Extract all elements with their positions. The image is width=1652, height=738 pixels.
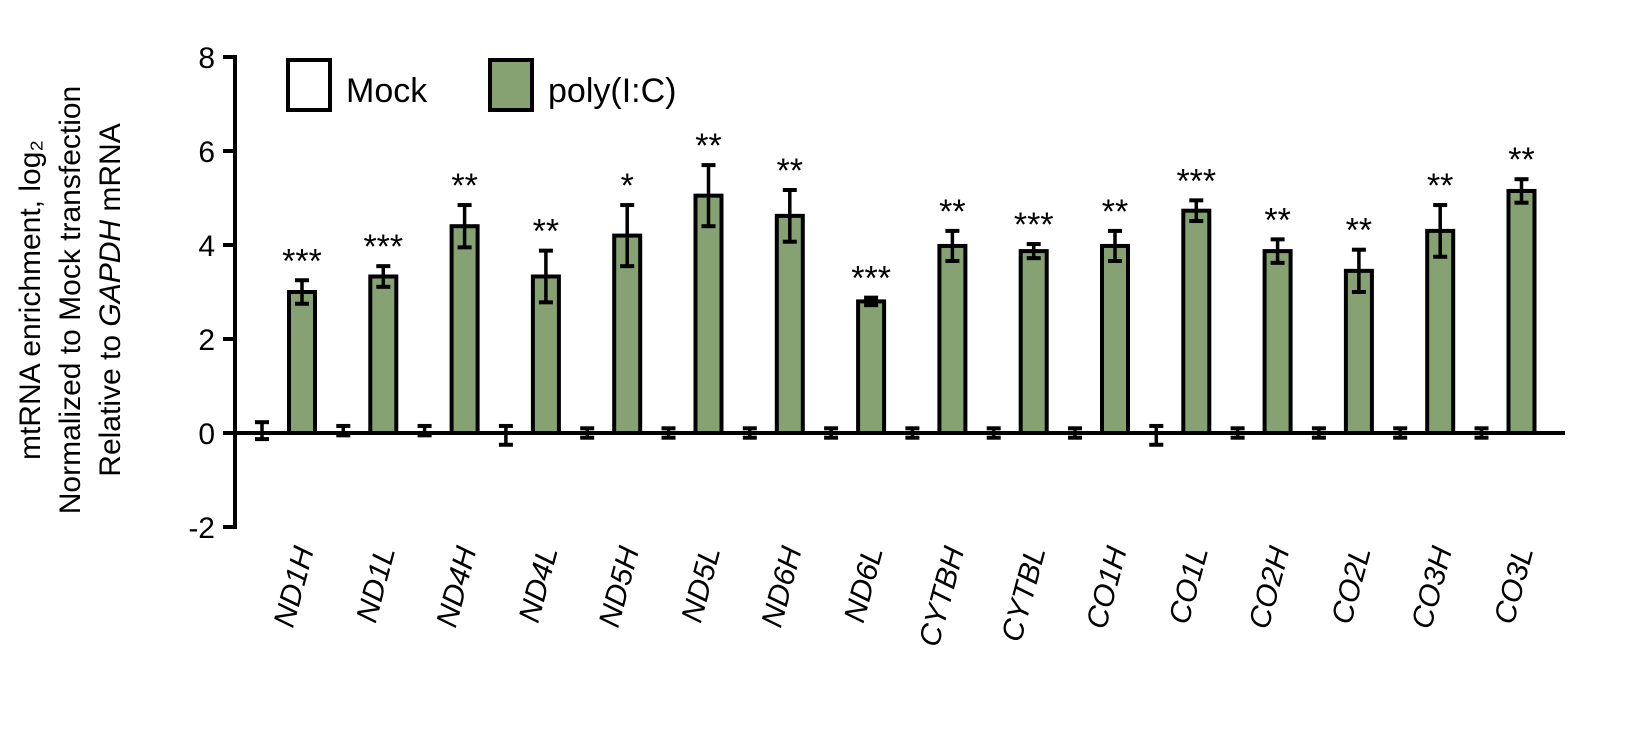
bar-polyic — [368, 274, 399, 435]
bar-polyic — [287, 290, 317, 435]
significance-label: ** — [1102, 193, 1128, 231]
significance-label: ** — [695, 127, 721, 165]
y-axis-title: mtRNA enrichment, log₂ Normalized to Moc… — [14, 86, 127, 515]
y-axis-title-part: Relative to — [94, 327, 127, 477]
bar-polyic — [693, 193, 724, 435]
bars: *** ***************** *** ******* ****** — [255, 127, 1537, 447]
x-axis-labels: ND1H ND1L ND4H ND4L ND5H ND5L ND6H ND6L CYTBH CYT… — [268, 543, 1541, 650]
bar-polyic — [449, 224, 480, 435]
x-tick-label: CO3H — [1406, 543, 1460, 632]
significance-label: ** — [777, 152, 803, 190]
x-tick-label: CO1L — [1163, 543, 1215, 627]
significance-label: * — [621, 167, 634, 205]
y-tick-label: -2 — [188, 512, 215, 545]
x-tick-label: CO2L — [1326, 543, 1378, 627]
y-tick-label: 0 — [198, 418, 215, 451]
x-tick-label: ND1L — [350, 543, 402, 626]
significance-label: *** — [1176, 162, 1216, 200]
bar-polyic — [774, 213, 805, 435]
significance-label: *** — [851, 260, 891, 298]
y-tick-label: 4 — [198, 230, 215, 263]
y-axis-title-line-1: mtRNA enrichment, log₂ — [14, 140, 47, 460]
bar-polyic — [1506, 188, 1537, 435]
axes — [233, 55, 1565, 529]
x-tick-label: CO1H — [1080, 543, 1134, 632]
bar-polyic — [1343, 268, 1374, 435]
x-tick-label: ND5H — [593, 543, 646, 631]
x-tick-label: ND5L — [676, 543, 728, 626]
legend-label-mock: Mock — [346, 72, 428, 110]
bar-polyic — [1425, 228, 1456, 435]
y-axis-title-gene: GAPDH — [94, 220, 127, 327]
y-axis-title-line-3: Relative to GAPDH mRNA — [94, 123, 127, 476]
y-tick-label: 2 — [198, 324, 215, 357]
y-axis-ticks: 8 6 4 2 0 -2 — [188, 42, 235, 545]
legend-label-polyic: poly(I:C) — [548, 72, 676, 110]
y-axis-title-line-2: Normalized to Mock transfection — [54, 86, 87, 515]
y-tick-label: 6 — [198, 136, 215, 169]
bar-polyic — [937, 243, 968, 435]
x-tick-label: ND4H — [430, 543, 483, 631]
y-tick-label: 8 — [198, 42, 215, 75]
x-tick-label: CO2H — [1243, 543, 1297, 632]
significance-label: ** — [1346, 212, 1372, 250]
significance-label: ** — [939, 193, 965, 231]
y-axis-title-part: mRNA — [94, 123, 127, 220]
legend: Mock poly(I:C) — [286, 58, 676, 112]
bar-polyic — [1262, 249, 1293, 435]
x-tick-label: CYTBL — [996, 543, 1053, 645]
x-tick-label: ND6H — [756, 543, 809, 631]
bar-polyic — [1100, 243, 1130, 435]
bar-polyic — [1181, 208, 1212, 435]
significance-label: *** — [1014, 206, 1054, 244]
significance-label: ** — [1264, 201, 1290, 239]
bar-polyic — [1018, 249, 1049, 435]
x-tick-label: ND4L — [513, 543, 565, 626]
legend-swatch-polyic — [488, 58, 534, 112]
legend-swatch-mock — [286, 58, 332, 112]
significance-label: ** — [1427, 167, 1453, 205]
significance-label: ** — [533, 213, 559, 251]
significance-label: ** — [1508, 141, 1534, 179]
x-tick-label: ND6L — [838, 543, 890, 626]
x-tick-label: CO3L — [1488, 543, 1540, 627]
bar-polyic — [856, 299, 887, 435]
x-tick-label: CYTBH — [913, 543, 971, 650]
significance-label: *** — [363, 228, 403, 266]
x-tick-label: ND1H — [268, 543, 321, 631]
significance-label: ** — [451, 167, 477, 205]
significance-label: *** — [282, 242, 322, 280]
